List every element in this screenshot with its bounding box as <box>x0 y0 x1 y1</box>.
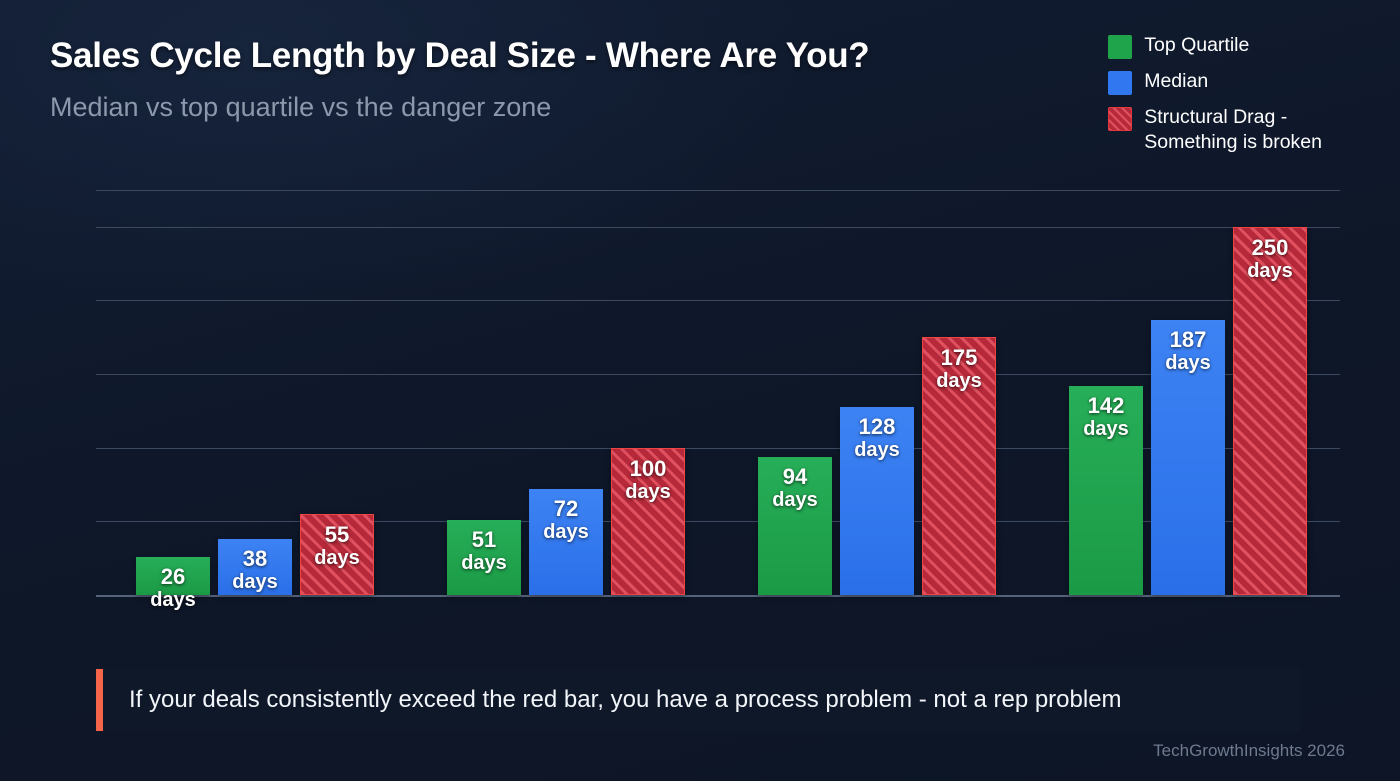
legend-item-top-quartile: Top Quartile <box>1108 33 1322 59</box>
bar-value-label: 72 <box>553 495 579 521</box>
plot-area: 05010015020025027526days38days55days$10K… <box>96 190 1340 611</box>
bar-value-label: 94 <box>782 463 808 489</box>
gridline <box>96 300 1340 302</box>
bar[interactable]: 100 days <box>611 447 685 595</box>
bar-unit-label: days <box>625 480 671 503</box>
blue-swatch-icon <box>1108 71 1133 95</box>
bar-unit-label: days <box>1247 259 1293 282</box>
gridline <box>96 521 1340 523</box>
bar-value-label: 175 <box>940 345 978 371</box>
gridline <box>96 190 1340 191</box>
callout-banner: If your deals consistently exceed the re… <box>96 669 1300 731</box>
bar-value-label: 128 <box>858 413 896 439</box>
bar-unit-label: days <box>314 547 360 569</box>
bar-value-label: 142 <box>1087 392 1125 418</box>
footer-attribution: TechGrowthInsights 2026 <box>1153 741 1345 760</box>
bar-unit-label: days <box>232 571 278 594</box>
bar[interactable]: 38 days <box>218 539 292 595</box>
red-hatched-swatch-icon <box>1108 107 1133 131</box>
bar-unit-label: days <box>543 520 589 543</box>
bar-value-label: 55 <box>324 522 350 547</box>
axis-baseline <box>96 595 1340 597</box>
gridline <box>96 447 1340 449</box>
page-title: Sales Cycle Length by Deal Size - Where … <box>50 36 870 75</box>
gridline <box>96 226 1340 228</box>
callout-accent-bar <box>96 669 103 731</box>
bar[interactable]: 128 days <box>840 406 914 595</box>
page-subtitle: Median vs top quartile vs the danger zon… <box>50 92 552 122</box>
bar[interactable]: 142 days <box>1069 385 1143 595</box>
bar-unit-label: days <box>854 438 900 461</box>
chart-legend: Top Quartile Median Structural Drag - So… <box>1108 33 1322 155</box>
green-swatch-icon <box>1108 35 1133 59</box>
bar-unit-label: days <box>1083 417 1129 440</box>
bar-unit-label: days <box>461 551 507 574</box>
legend-item-structural-drag: Structural Drag - Something is broken <box>1108 105 1322 155</box>
bar-unit-label: days <box>150 588 196 611</box>
bar[interactable]: 55 days <box>300 514 374 595</box>
bar-unit-label: days <box>936 370 982 393</box>
bar[interactable]: 72 days <box>529 488 603 595</box>
bar[interactable]: 187 days <box>1151 319 1225 595</box>
bar-value-label: 250 <box>1251 234 1289 260</box>
callout-text: If your deals consistently exceed the re… <box>129 686 1122 713</box>
bar[interactable]: 26 days <box>136 556 210 611</box>
bar-value-label: 100 <box>629 455 667 481</box>
bar[interactable]: 175 days <box>922 337 996 595</box>
legend-label: Median <box>1144 70 1209 92</box>
gridline <box>96 374 1340 376</box>
bar-value-label: 26 <box>160 563 186 589</box>
legend-label: Structural Drag - Something is broken <box>1144 106 1322 153</box>
bar[interactable]: 250 days <box>1233 226 1307 595</box>
bar-value-label: 187 <box>1169 326 1207 352</box>
bar-unit-label: days <box>1165 351 1211 374</box>
bar-unit-label: days <box>772 488 818 511</box>
legend-item-median: Median <box>1108 69 1322 95</box>
bar-value-label: 38 <box>242 546 268 572</box>
bar[interactable]: 94 days <box>758 456 832 595</box>
bar-value-label: 51 <box>471 526 497 552</box>
legend-label: Top Quartile <box>1144 34 1250 56</box>
bar[interactable]: 51 days <box>447 519 521 595</box>
